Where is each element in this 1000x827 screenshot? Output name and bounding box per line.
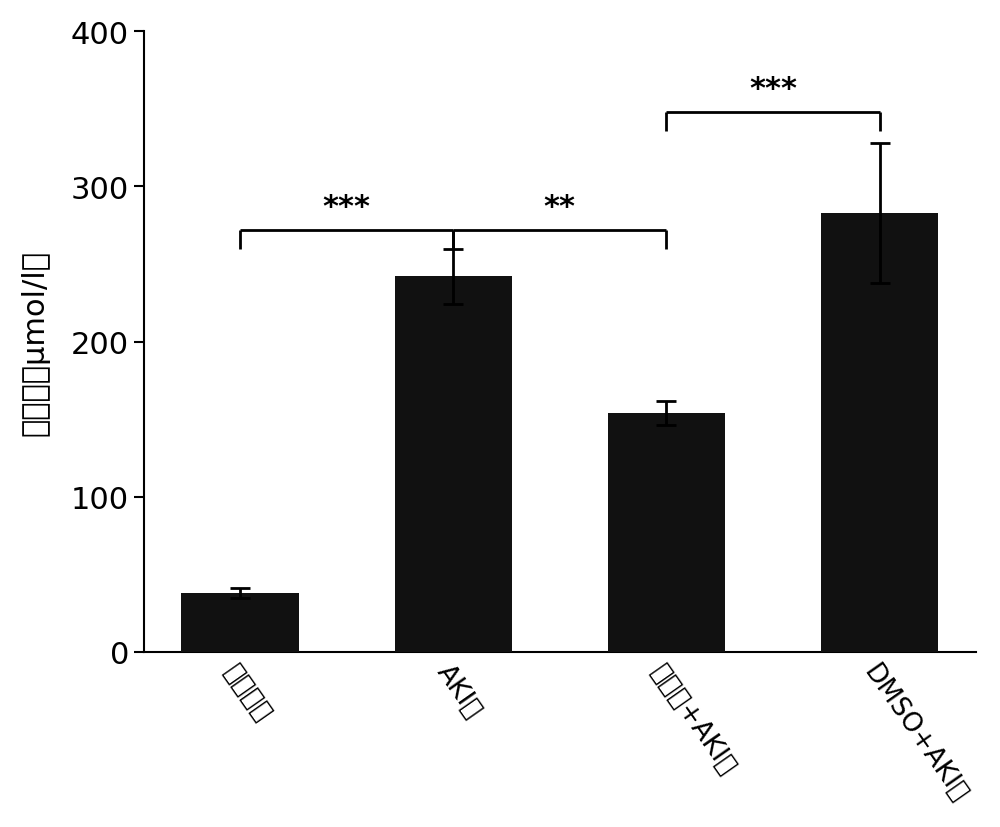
Text: ***: *** [749,74,797,103]
Bar [608,414,725,652]
Y-axis label: 血肌酸（μmol/l）: 血肌酸（μmol/l） [21,249,50,435]
Bar [181,593,299,652]
Text: ***: *** [323,193,371,222]
Bar [395,277,512,652]
Bar [821,213,938,652]
Text: **: ** [544,193,576,222]
